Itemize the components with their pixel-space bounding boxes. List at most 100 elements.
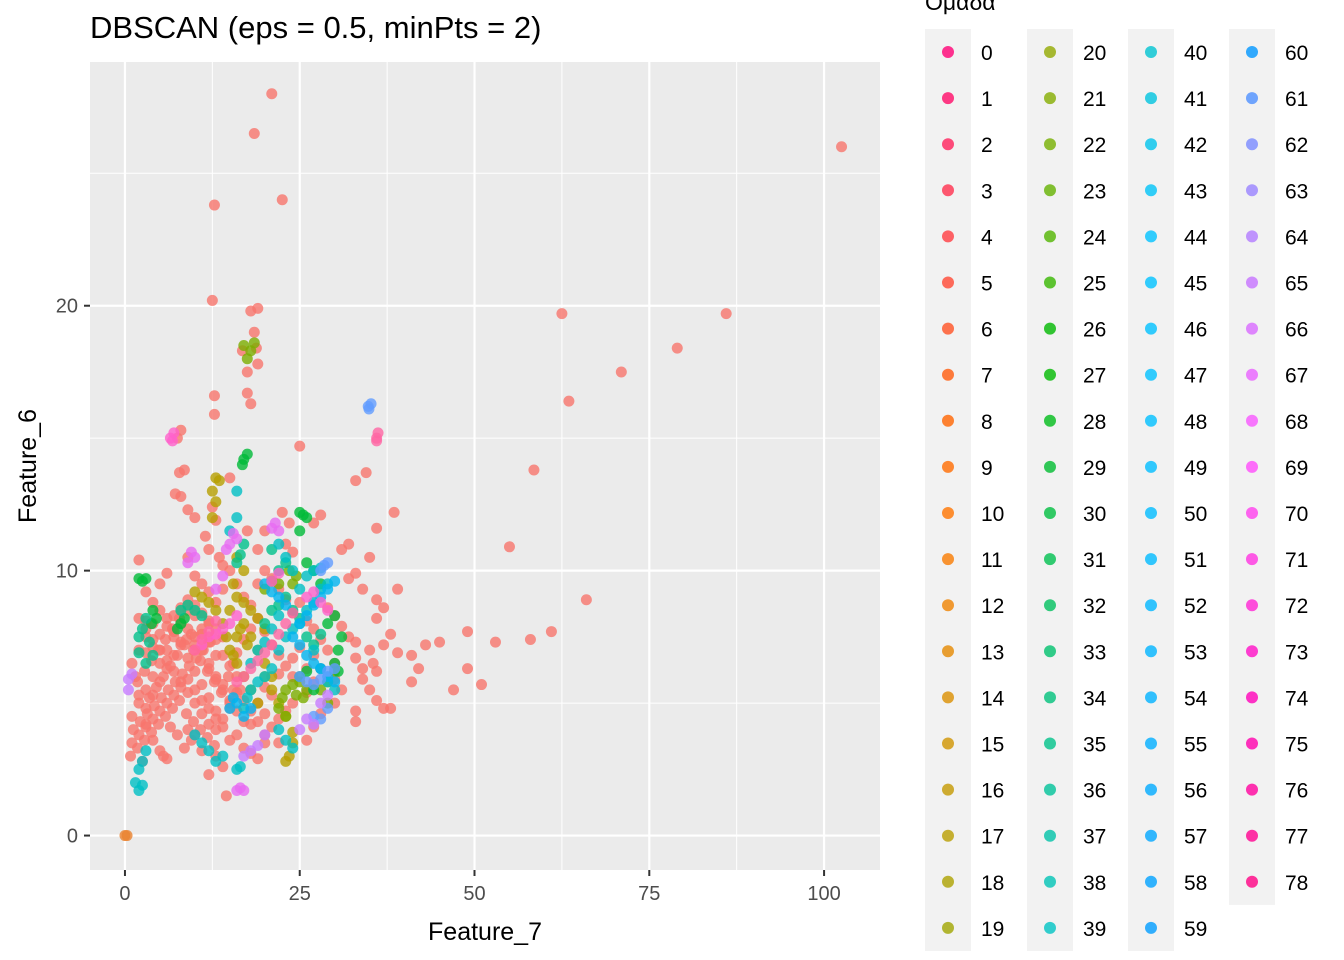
data-point-cluster-45 bbox=[189, 729, 201, 741]
data-point-cluster-54 bbox=[363, 403, 375, 415]
legend-key-18 bbox=[942, 875, 954, 888]
legend-label-0: 0 bbox=[981, 42, 993, 65]
legend-key-78 bbox=[1246, 875, 1258, 888]
legend-label-1: 1 bbox=[981, 88, 993, 111]
data-point-cluster-73 bbox=[196, 634, 208, 646]
legend-label-58: 58 bbox=[1184, 872, 1207, 895]
legend-key-38 bbox=[1044, 875, 1056, 888]
data-point-cluster-0 bbox=[406, 676, 418, 688]
legend-key-45 bbox=[1145, 276, 1157, 289]
data-point-cluster-63 bbox=[273, 525, 285, 537]
legend-key-16 bbox=[942, 783, 954, 796]
data-point-cluster-0 bbox=[392, 583, 404, 595]
data-point-cluster-0 bbox=[836, 141, 848, 153]
data-point-cluster-45 bbox=[273, 724, 285, 736]
data-point-cluster-50 bbox=[322, 583, 334, 595]
data-point-cluster-0 bbox=[489, 636, 501, 648]
data-point-cluster-0 bbox=[280, 660, 292, 672]
legend-label-47: 47 bbox=[1184, 365, 1207, 388]
legend-key-23 bbox=[1044, 184, 1056, 197]
data-point-cluster-0 bbox=[615, 366, 627, 378]
data-point-cluster-0 bbox=[241, 525, 253, 537]
data-point-cluster-0 bbox=[336, 620, 348, 632]
data-point-cluster-68 bbox=[231, 610, 243, 622]
legend-label-28: 28 bbox=[1083, 411, 1106, 434]
data-point-cluster-12 bbox=[227, 649, 239, 661]
x-tick-label: 50 bbox=[463, 883, 485, 905]
data-point-cluster-12 bbox=[238, 565, 250, 577]
data-point-cluster-0 bbox=[224, 472, 236, 484]
data-point-cluster-0 bbox=[580, 594, 592, 606]
data-point-cluster-12 bbox=[206, 485, 218, 497]
legend-key-55 bbox=[1145, 737, 1157, 750]
data-point-cluster-12 bbox=[210, 604, 222, 616]
data-point-cluster-0 bbox=[371, 694, 383, 706]
data-point-cluster-1 bbox=[162, 684, 174, 696]
data-point-cluster-12 bbox=[238, 596, 250, 608]
legend-key-66 bbox=[1246, 322, 1258, 335]
data-point-cluster-58 bbox=[252, 739, 264, 751]
legend-key-14 bbox=[942, 691, 954, 704]
x-axis-title: Feature_7 bbox=[428, 918, 542, 946]
data-point-cluster-45 bbox=[217, 750, 229, 762]
data-point-cluster-0 bbox=[208, 390, 220, 402]
data-point-cluster-0 bbox=[350, 567, 362, 579]
legend-label-63: 63 bbox=[1285, 180, 1308, 203]
data-point-cluster-73 bbox=[238, 671, 250, 683]
data-point-cluster-0 bbox=[364, 551, 376, 563]
legend-label-31: 31 bbox=[1083, 549, 1106, 572]
legend-label-33: 33 bbox=[1083, 641, 1106, 664]
legend-label-51: 51 bbox=[1184, 549, 1207, 572]
data-point-cluster-0 bbox=[392, 647, 404, 659]
legend-label-24: 24 bbox=[1083, 226, 1107, 249]
data-point-cluster-0 bbox=[245, 398, 257, 410]
legend-label-52: 52 bbox=[1184, 595, 1207, 618]
legend-key-21 bbox=[1044, 92, 1056, 105]
data-point-cluster-68 bbox=[273, 567, 285, 579]
data-point-cluster-12 bbox=[227, 578, 239, 590]
data-point-cluster-25 bbox=[322, 618, 334, 630]
data-point-cluster-0 bbox=[322, 644, 334, 656]
data-point-cluster-73 bbox=[259, 647, 271, 659]
data-point-cluster-12 bbox=[241, 639, 253, 651]
legend-key-22 bbox=[1044, 138, 1056, 151]
data-point-cluster-1 bbox=[157, 750, 169, 762]
legend-label-36: 36 bbox=[1083, 780, 1106, 803]
data-point-cluster-16 bbox=[280, 710, 292, 722]
data-point-cluster-50 bbox=[266, 586, 278, 598]
data-point-cluster-1 bbox=[185, 628, 197, 640]
data-point-cluster-1 bbox=[133, 689, 145, 701]
legend-key-5 bbox=[942, 276, 954, 289]
data-point-cluster-45 bbox=[196, 737, 208, 749]
legend-label-72: 72 bbox=[1285, 595, 1308, 618]
data-point-cluster-63 bbox=[217, 570, 229, 582]
data-point-cluster-12 bbox=[245, 604, 257, 616]
legend-key-47 bbox=[1145, 368, 1157, 381]
data-point-cluster-0 bbox=[301, 734, 313, 746]
legend-label-74: 74 bbox=[1285, 687, 1309, 710]
legend-key-33 bbox=[1044, 645, 1056, 658]
legend-label-26: 26 bbox=[1083, 319, 1106, 342]
data-point-cluster-50 bbox=[329, 575, 341, 587]
legend-label-16: 16 bbox=[981, 780, 1004, 803]
data-point-cluster-1 bbox=[201, 665, 213, 677]
legend-key-31 bbox=[1044, 553, 1056, 566]
data-point-cluster-12 bbox=[206, 512, 218, 524]
data-point-cluster-68 bbox=[266, 575, 278, 587]
legend-key-51 bbox=[1145, 553, 1157, 566]
data-point-cluster-73 bbox=[189, 644, 201, 656]
legend-label-75: 75 bbox=[1285, 734, 1308, 757]
data-point-cluster-25 bbox=[140, 573, 152, 585]
legend-key-17 bbox=[942, 829, 954, 842]
data-point-cluster-0 bbox=[220, 790, 232, 802]
data-points bbox=[119, 88, 848, 842]
legend-label-55: 55 bbox=[1184, 734, 1207, 757]
data-point-cluster-0 bbox=[175, 490, 187, 502]
legend-key-68 bbox=[1246, 414, 1258, 427]
data-point-cluster-1 bbox=[196, 694, 208, 706]
data-point-cluster-0 bbox=[378, 639, 390, 651]
legend-key-15 bbox=[942, 737, 954, 750]
x-tick-label: 75 bbox=[638, 883, 660, 905]
data-point-cluster-73 bbox=[203, 626, 215, 638]
data-point-cluster-1 bbox=[126, 657, 138, 669]
